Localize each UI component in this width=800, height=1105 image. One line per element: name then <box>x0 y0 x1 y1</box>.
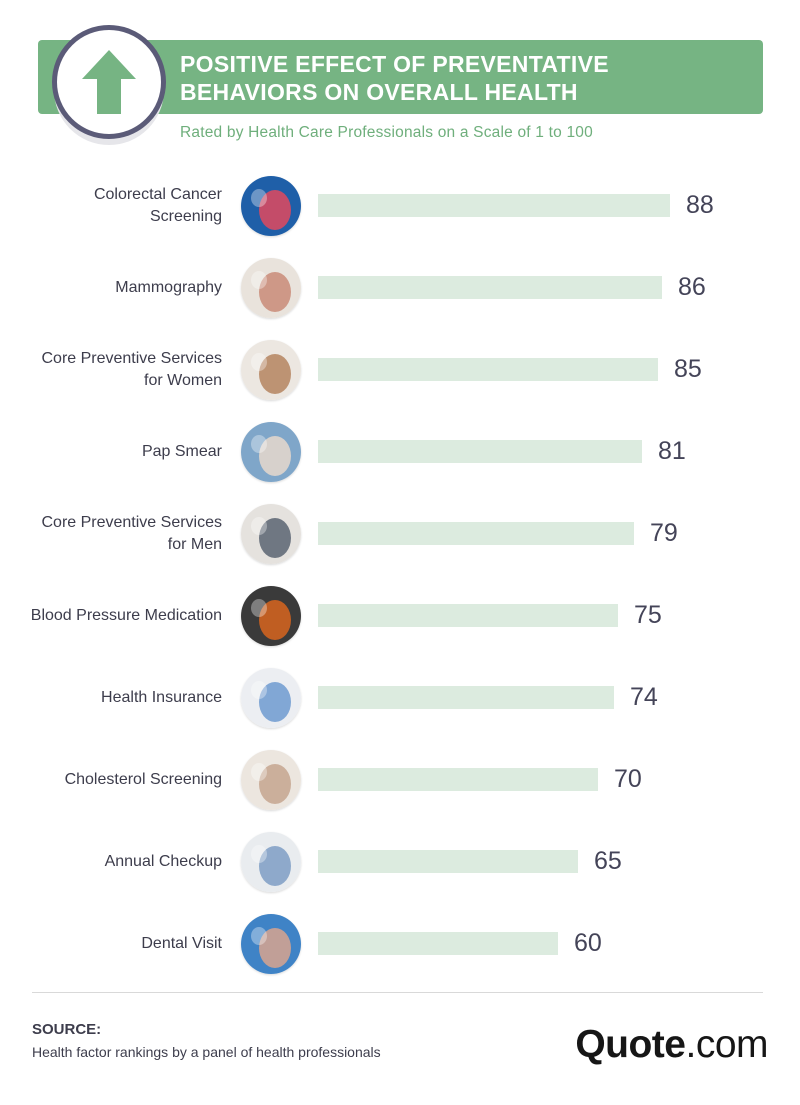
bar <box>318 850 578 873</box>
insurance-form-photo <box>241 668 301 728</box>
pap-smear-photo <box>241 422 301 482</box>
value-label: 88 <box>686 191 714 219</box>
value-label: 75 <box>634 601 662 629</box>
pill-bottle-photo <box>241 586 301 646</box>
chart-row: Dental Visit 60 <box>0 909 800 979</box>
chart-row: Core Preventive Services for Men 79 <box>0 499 800 569</box>
bar <box>318 768 598 791</box>
category-label: Core Preventive Services for Men <box>41 514 222 553</box>
women-consultation-photo <box>241 340 301 400</box>
chart-row: Pap Smear 81 <box>0 417 800 487</box>
up-arrow-icon <box>82 50 136 114</box>
source-label: SOURCE: <box>32 1021 102 1038</box>
doctor-checkup-photo <box>241 832 301 892</box>
chart-row: Health Insurance 74 <box>0 663 800 733</box>
bar <box>318 604 618 627</box>
mammography-photo <box>241 258 301 318</box>
bar <box>318 686 614 709</box>
chart-row: Mammography 86 <box>0 253 800 323</box>
value-label: 81 <box>658 437 686 465</box>
category-label: Annual Checkup <box>104 853 222 870</box>
category-label: Mammography <box>115 279 222 296</box>
category-label: Pap Smear <box>141 443 222 460</box>
category-label: Cholesterol Screening <box>64 771 222 788</box>
chart-row: Blood Pressure Medication 75 <box>0 581 800 651</box>
category-label: Health Insurance <box>101 689 222 706</box>
bar <box>318 194 670 217</box>
footer-divider <box>32 992 763 993</box>
chart-row: Colorectal Cancer Screening 88 <box>0 171 800 241</box>
category-label: Blood Pressure Medication <box>30 607 222 624</box>
bar <box>318 276 662 299</box>
source-text: Health factor rankings by a panel of hea… <box>32 1044 381 1060</box>
chart-row: Annual Checkup 65 <box>0 827 800 897</box>
up-arrow-badge <box>52 25 166 139</box>
value-label: 86 <box>678 273 706 301</box>
bar <box>318 932 558 955</box>
value-label: 65 <box>594 847 622 875</box>
value-label: 60 <box>574 929 602 957</box>
quote-logo[interactable]: Quote.com <box>575 1023 768 1067</box>
category-label: Core Preventive Services for Women <box>41 350 222 389</box>
chart-row: Cholesterol Screening 70 <box>0 745 800 815</box>
logo-domain: .com <box>685 1023 768 1066</box>
chart-title: POSITIVE EFFECT OF PREVENTATIVE BEHAVIOR… <box>180 51 609 105</box>
value-label: 70 <box>614 765 642 793</box>
value-label: 74 <box>630 683 658 711</box>
chart-subtitle: Rated by Health Care Professionals on a … <box>180 124 593 141</box>
value-label: 79 <box>650 519 678 547</box>
category-label: Dental Visit <box>141 935 222 952</box>
blood-test-photo <box>241 750 301 810</box>
men-consultation-photo <box>241 504 301 564</box>
bar <box>318 522 634 545</box>
bar <box>318 440 642 463</box>
value-label: 85 <box>674 355 702 383</box>
chart-row: Core Preventive Services for Women 85 <box>0 335 800 405</box>
bar <box>318 358 658 381</box>
dental-tool-photo <box>241 914 301 974</box>
logo-wordmark: Quote <box>575 1023 686 1066</box>
colon-anatomy-photo <box>241 176 301 236</box>
category-label: Colorectal Cancer Screening <box>93 186 222 225</box>
